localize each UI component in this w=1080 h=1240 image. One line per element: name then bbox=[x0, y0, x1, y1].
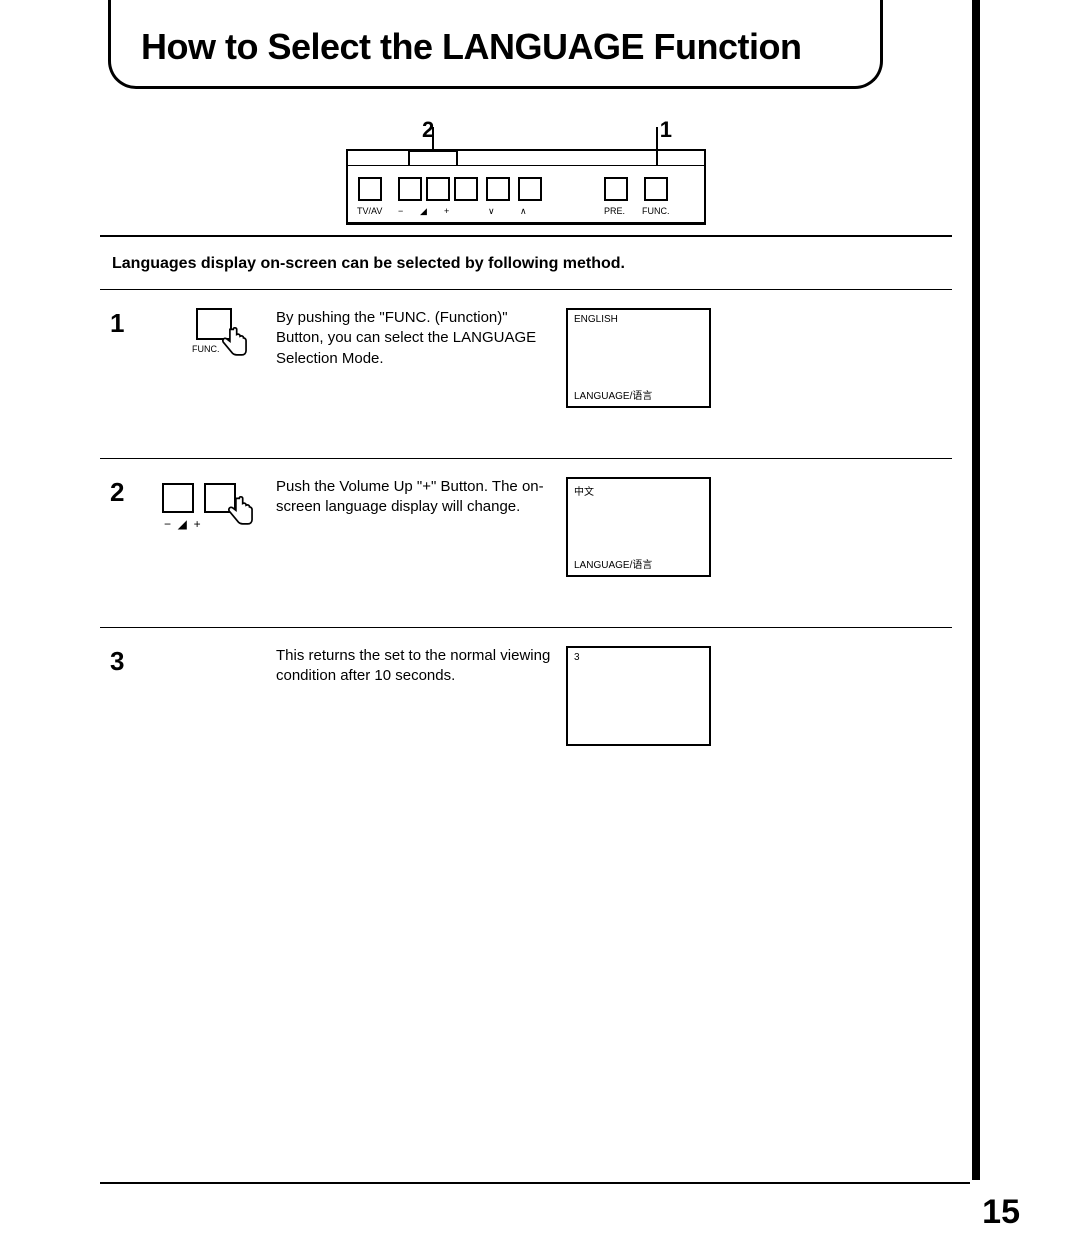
panel-button bbox=[426, 177, 450, 201]
step-text: Push the Volume Up "+" Button. The on-sc… bbox=[276, 477, 556, 518]
panel-button-label: PRE. bbox=[604, 206, 625, 216]
panel-button bbox=[486, 177, 510, 201]
panel-button bbox=[644, 177, 668, 201]
step-text: This returns the set to the normal viewi… bbox=[276, 646, 556, 687]
panel-button bbox=[518, 177, 542, 201]
page-number: 15 bbox=[982, 1193, 1020, 1232]
page: How to Select the LANGUAGE Function 2 1 … bbox=[100, 0, 980, 1180]
osd-bottom-text: LANGUAGE/语言 bbox=[574, 387, 652, 402]
panel-button-label: ∧ bbox=[520, 206, 527, 217]
step-3: 3 This returns the set to the normal vie… bbox=[100, 638, 952, 786]
osd-top-text: 中文 bbox=[574, 483, 594, 498]
panel-button bbox=[454, 177, 478, 201]
hand-pointer-icon bbox=[218, 326, 252, 360]
osd-top-text: ENGLISH bbox=[574, 314, 618, 325]
osd-top-text: 3 bbox=[574, 652, 580, 663]
title-tab: How to Select the LANGUAGE Function bbox=[108, 0, 883, 89]
control-panel-diagram: 2 1 TV/AV − ◢ + ∨ bbox=[346, 117, 706, 225]
osd-screen: 3 bbox=[566, 646, 711, 746]
volume-buttons-icon: − ◢ + bbox=[156, 477, 266, 547]
divider bbox=[100, 235, 952, 237]
step-number: 2 bbox=[110, 477, 146, 508]
step-number: 1 bbox=[110, 308, 146, 339]
no-icon bbox=[156, 646, 266, 716]
panel-button bbox=[604, 177, 628, 201]
osd-screen: 中文 LANGUAGE/语言 bbox=[566, 477, 711, 577]
page-title: How to Select the LANGUAGE Function bbox=[141, 26, 860, 68]
panel-button-label: ∨ bbox=[488, 206, 495, 217]
panel-button-label: − bbox=[398, 206, 403, 216]
panel-button-label: ◢ bbox=[420, 206, 427, 217]
step-1: 1 FUNC. By pushing the "FUNC. (Function)… bbox=[100, 300, 952, 448]
button-panel: TV/AV − ◢ + ∨ ∧ PRE. FUNC. bbox=[346, 149, 706, 225]
panel-button-label: FUNC. bbox=[642, 206, 670, 216]
panel-button-label: TV/AV bbox=[357, 206, 382, 216]
hand-pointer-icon bbox=[224, 495, 258, 529]
osd-screen: ENGLISH LANGUAGE/语言 bbox=[566, 308, 711, 408]
panel-button-label: + bbox=[444, 206, 449, 216]
panel-button bbox=[358, 177, 382, 201]
intro-text: Languages display on-screen can be selec… bbox=[100, 247, 952, 279]
divider bbox=[100, 627, 952, 628]
func-button-icon: FUNC. bbox=[156, 308, 266, 378]
callout-1: 1 bbox=[660, 117, 672, 143]
divider bbox=[100, 289, 952, 290]
panel-button bbox=[398, 177, 422, 201]
step-text: By pushing the "FUNC. (Function)" Button… bbox=[276, 308, 556, 369]
osd-bottom-text: LANGUAGE/语言 bbox=[574, 556, 652, 571]
step-2: 2 − ◢ + Push the Volume Up "+" Button. T… bbox=[100, 469, 952, 617]
footer-divider bbox=[100, 1182, 970, 1184]
step-number: 3 bbox=[110, 646, 146, 677]
divider bbox=[100, 458, 952, 459]
